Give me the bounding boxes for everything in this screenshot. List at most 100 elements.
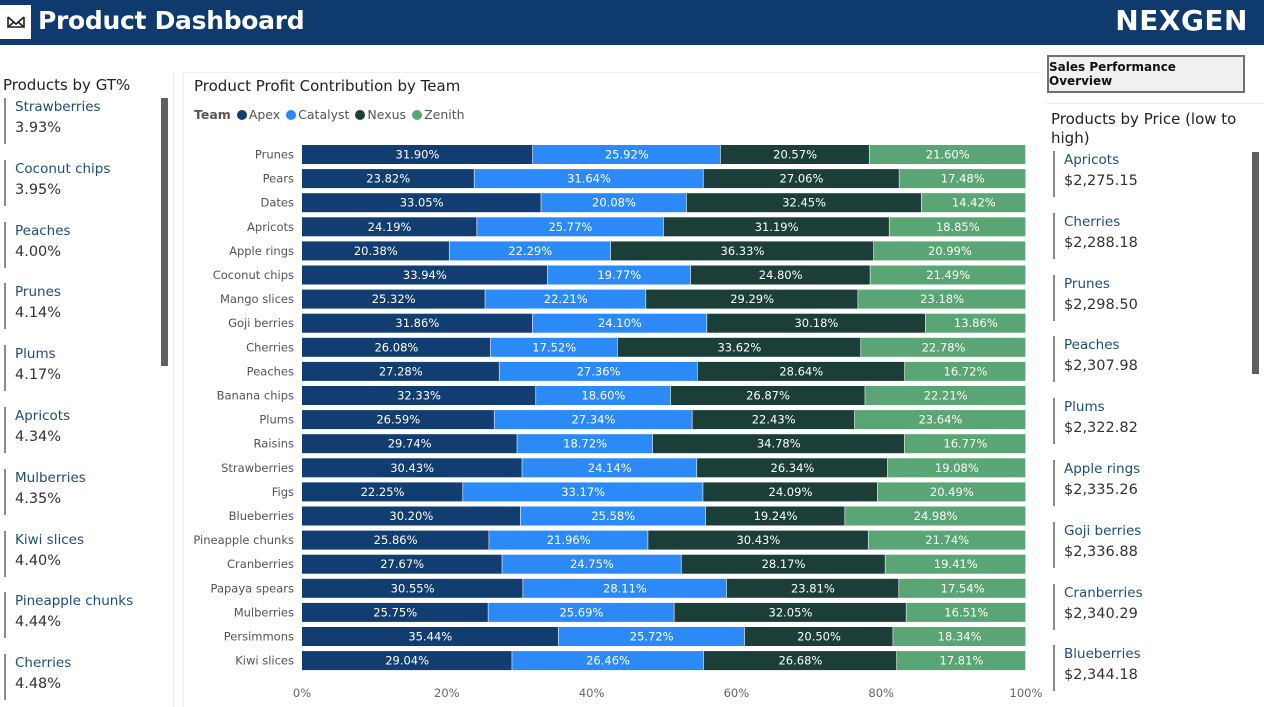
- bar-segment-nexus[interactable]: [703, 482, 878, 502]
- bar-segment-nexus[interactable]: [663, 217, 889, 237]
- bar-segment-catalyst[interactable]: [532, 145, 721, 164]
- bar-segment-catalyst[interactable]: [463, 482, 703, 502]
- bar-segment-catalyst[interactable]: [522, 458, 697, 478]
- bar-segment-catalyst[interactable]: [532, 313, 707, 333]
- list-item[interactable]: Apricots $2,275.15: [1053, 151, 1233, 197]
- bar-segment-catalyst[interactable]: [512, 651, 704, 671]
- bar-segment-nexus[interactable]: [670, 386, 865, 405]
- bar-segment-nexus[interactable]: [720, 145, 869, 164]
- bar-segment-apex[interactable]: [302, 169, 474, 189]
- list-item[interactable]: Blueberries $2,344.18: [1053, 645, 1233, 692]
- bar-segment-zenith[interactable]: [865, 386, 1026, 405]
- bar-segment-catalyst[interactable]: [541, 193, 687, 213]
- list-item[interactable]: Apple rings $2,335.26: [1053, 460, 1233, 506]
- bar-segment-apex[interactable]: [302, 386, 536, 405]
- bar-segment-catalyst[interactable]: [474, 169, 703, 189]
- bar-segment-catalyst[interactable]: [520, 506, 706, 526]
- list-item[interactable]: Peaches 4.00%: [4, 221, 173, 268]
- bar-segment-nexus[interactable]: [646, 289, 858, 309]
- bar-segment-zenith[interactable]: [896, 651, 1026, 671]
- bar-segment-catalyst[interactable]: [494, 410, 692, 430]
- bar-segment-nexus[interactable]: [674, 602, 906, 622]
- list-item[interactable]: Coconut chips 3.95%: [4, 159, 173, 206]
- bar-segment-nexus[interactable]: [690, 265, 870, 285]
- bar-segment-nexus[interactable]: [652, 434, 905, 454]
- bar-segment-apex[interactable]: [302, 410, 494, 430]
- bar-segment-apex[interactable]: [302, 241, 449, 261]
- bar-segment-zenith[interactable]: [858, 289, 1026, 309]
- bar-segment-apex[interactable]: [302, 337, 491, 357]
- list-item[interactable]: Plums $2,322.82: [1053, 398, 1233, 445]
- bar-segment-zenith[interactable]: [889, 217, 1026, 237]
- legend-item-apex[interactable]: Apex: [236, 107, 280, 122]
- bar-segment-zenith[interactable]: [869, 145, 1026, 164]
- list-item[interactable]: Prunes $2,298.50: [1053, 274, 1233, 321]
- bar-segment-zenith[interactable]: [887, 458, 1026, 478]
- bar-segment-nexus[interactable]: [617, 337, 861, 357]
- bar-segment-zenith[interactable]: [921, 193, 1026, 213]
- bar-segment-apex[interactable]: [302, 361, 499, 381]
- bar-segment-catalyst[interactable]: [523, 578, 727, 598]
- list-item[interactable]: Strawberries 3.93%: [4, 98, 173, 144]
- bar-segment-zenith[interactable]: [870, 265, 1026, 285]
- bar-segment-apex[interactable]: [302, 217, 477, 237]
- list-item[interactable]: Peaches $2,307.98: [1053, 336, 1233, 383]
- bar-segment-zenith[interactable]: [868, 530, 1026, 550]
- bar-segment-nexus[interactable]: [610, 241, 874, 261]
- bar-segment-apex[interactable]: [302, 289, 485, 309]
- bar-segment-nexus[interactable]: [648, 530, 868, 550]
- list-item[interactable]: Cherries $2,288.18: [1053, 212, 1233, 259]
- bar-segment-zenith[interactable]: [877, 482, 1026, 502]
- bar-segment-apex[interactable]: [302, 482, 463, 502]
- bar-segment-catalyst[interactable]: [499, 361, 697, 381]
- list-item[interactable]: Mulberries 4.35%: [4, 468, 173, 515]
- bar-segment-apex[interactable]: [302, 506, 521, 526]
- bar-segment-nexus[interactable]: [697, 361, 905, 381]
- bar-segment-catalyst[interactable]: [536, 386, 671, 405]
- list-item[interactable]: Goji berries $2,336.88: [1053, 521, 1233, 568]
- bar-segment-apex[interactable]: [302, 193, 541, 213]
- bar-segment-zenith[interactable]: [893, 627, 1026, 646]
- bar-segment-zenith[interactable]: [906, 602, 1026, 622]
- bar-segment-apex[interactable]: [302, 627, 558, 646]
- scrollbar[interactable]: [161, 98, 168, 366]
- bar-segment-apex[interactable]: [302, 145, 533, 164]
- list-item[interactable]: Cranberries $2,340.29: [1053, 583, 1233, 630]
- scrollbar[interactable]: [1252, 152, 1259, 374]
- bar-segment-catalyst[interactable]: [477, 217, 664, 237]
- bar-segment-catalyst[interactable]: [485, 289, 646, 309]
- bar-segment-zenith[interactable]: [845, 506, 1026, 526]
- legend-item-nexus[interactable]: Nexus: [355, 107, 406, 122]
- bar-segment-apex[interactable]: [302, 458, 522, 478]
- bar-segment-nexus[interactable]: [681, 554, 885, 574]
- bar-segment-zenith[interactable]: [899, 169, 1026, 189]
- bar-segment-zenith[interactable]: [854, 410, 1026, 430]
- list-item[interactable]: Apricots 4.34%: [4, 407, 173, 453]
- bar-segment-apex[interactable]: [302, 530, 489, 550]
- bar-segment-nexus[interactable]: [686, 193, 921, 213]
- bar-segment-catalyst[interactable]: [489, 530, 648, 550]
- list-item[interactable]: Pineapple chunks 4.44%: [4, 592, 173, 639]
- bar-segment-zenith[interactable]: [904, 361, 1026, 381]
- bar-segment-nexus[interactable]: [705, 506, 845, 526]
- bar-segment-apex[interactable]: [302, 602, 488, 622]
- bar-segment-nexus[interactable]: [707, 313, 926, 333]
- bar-segment-catalyst[interactable]: [517, 434, 653, 454]
- legend-item-zenith[interactable]: Zenith: [412, 107, 465, 122]
- bar-segment-nexus[interactable]: [703, 169, 899, 189]
- bar-segment-catalyst[interactable]: [449, 241, 611, 261]
- list-item[interactable]: Prunes 4.14%: [4, 283, 173, 330]
- bar-segment-catalyst[interactable]: [547, 265, 691, 285]
- bar-segment-apex[interactable]: [302, 265, 548, 285]
- bar-segment-zenith[interactable]: [904, 434, 1026, 454]
- list-item[interactable]: Cherries 4.48%: [4, 654, 173, 701]
- bar-segment-nexus[interactable]: [726, 578, 899, 598]
- bar-segment-zenith[interactable]: [885, 554, 1026, 574]
- sales-performance-overview-button[interactable]: Sales Performance Overview: [1047, 55, 1245, 93]
- bar-segment-catalyst[interactable]: [502, 554, 681, 574]
- bar-segment-zenith[interactable]: [899, 578, 1026, 598]
- legend-item-catalyst[interactable]: Catalyst: [286, 107, 349, 122]
- bar-segment-zenith[interactable]: [925, 313, 1026, 333]
- bar-segment-nexus[interactable]: [697, 458, 888, 478]
- bar-segment-catalyst[interactable]: [558, 627, 745, 646]
